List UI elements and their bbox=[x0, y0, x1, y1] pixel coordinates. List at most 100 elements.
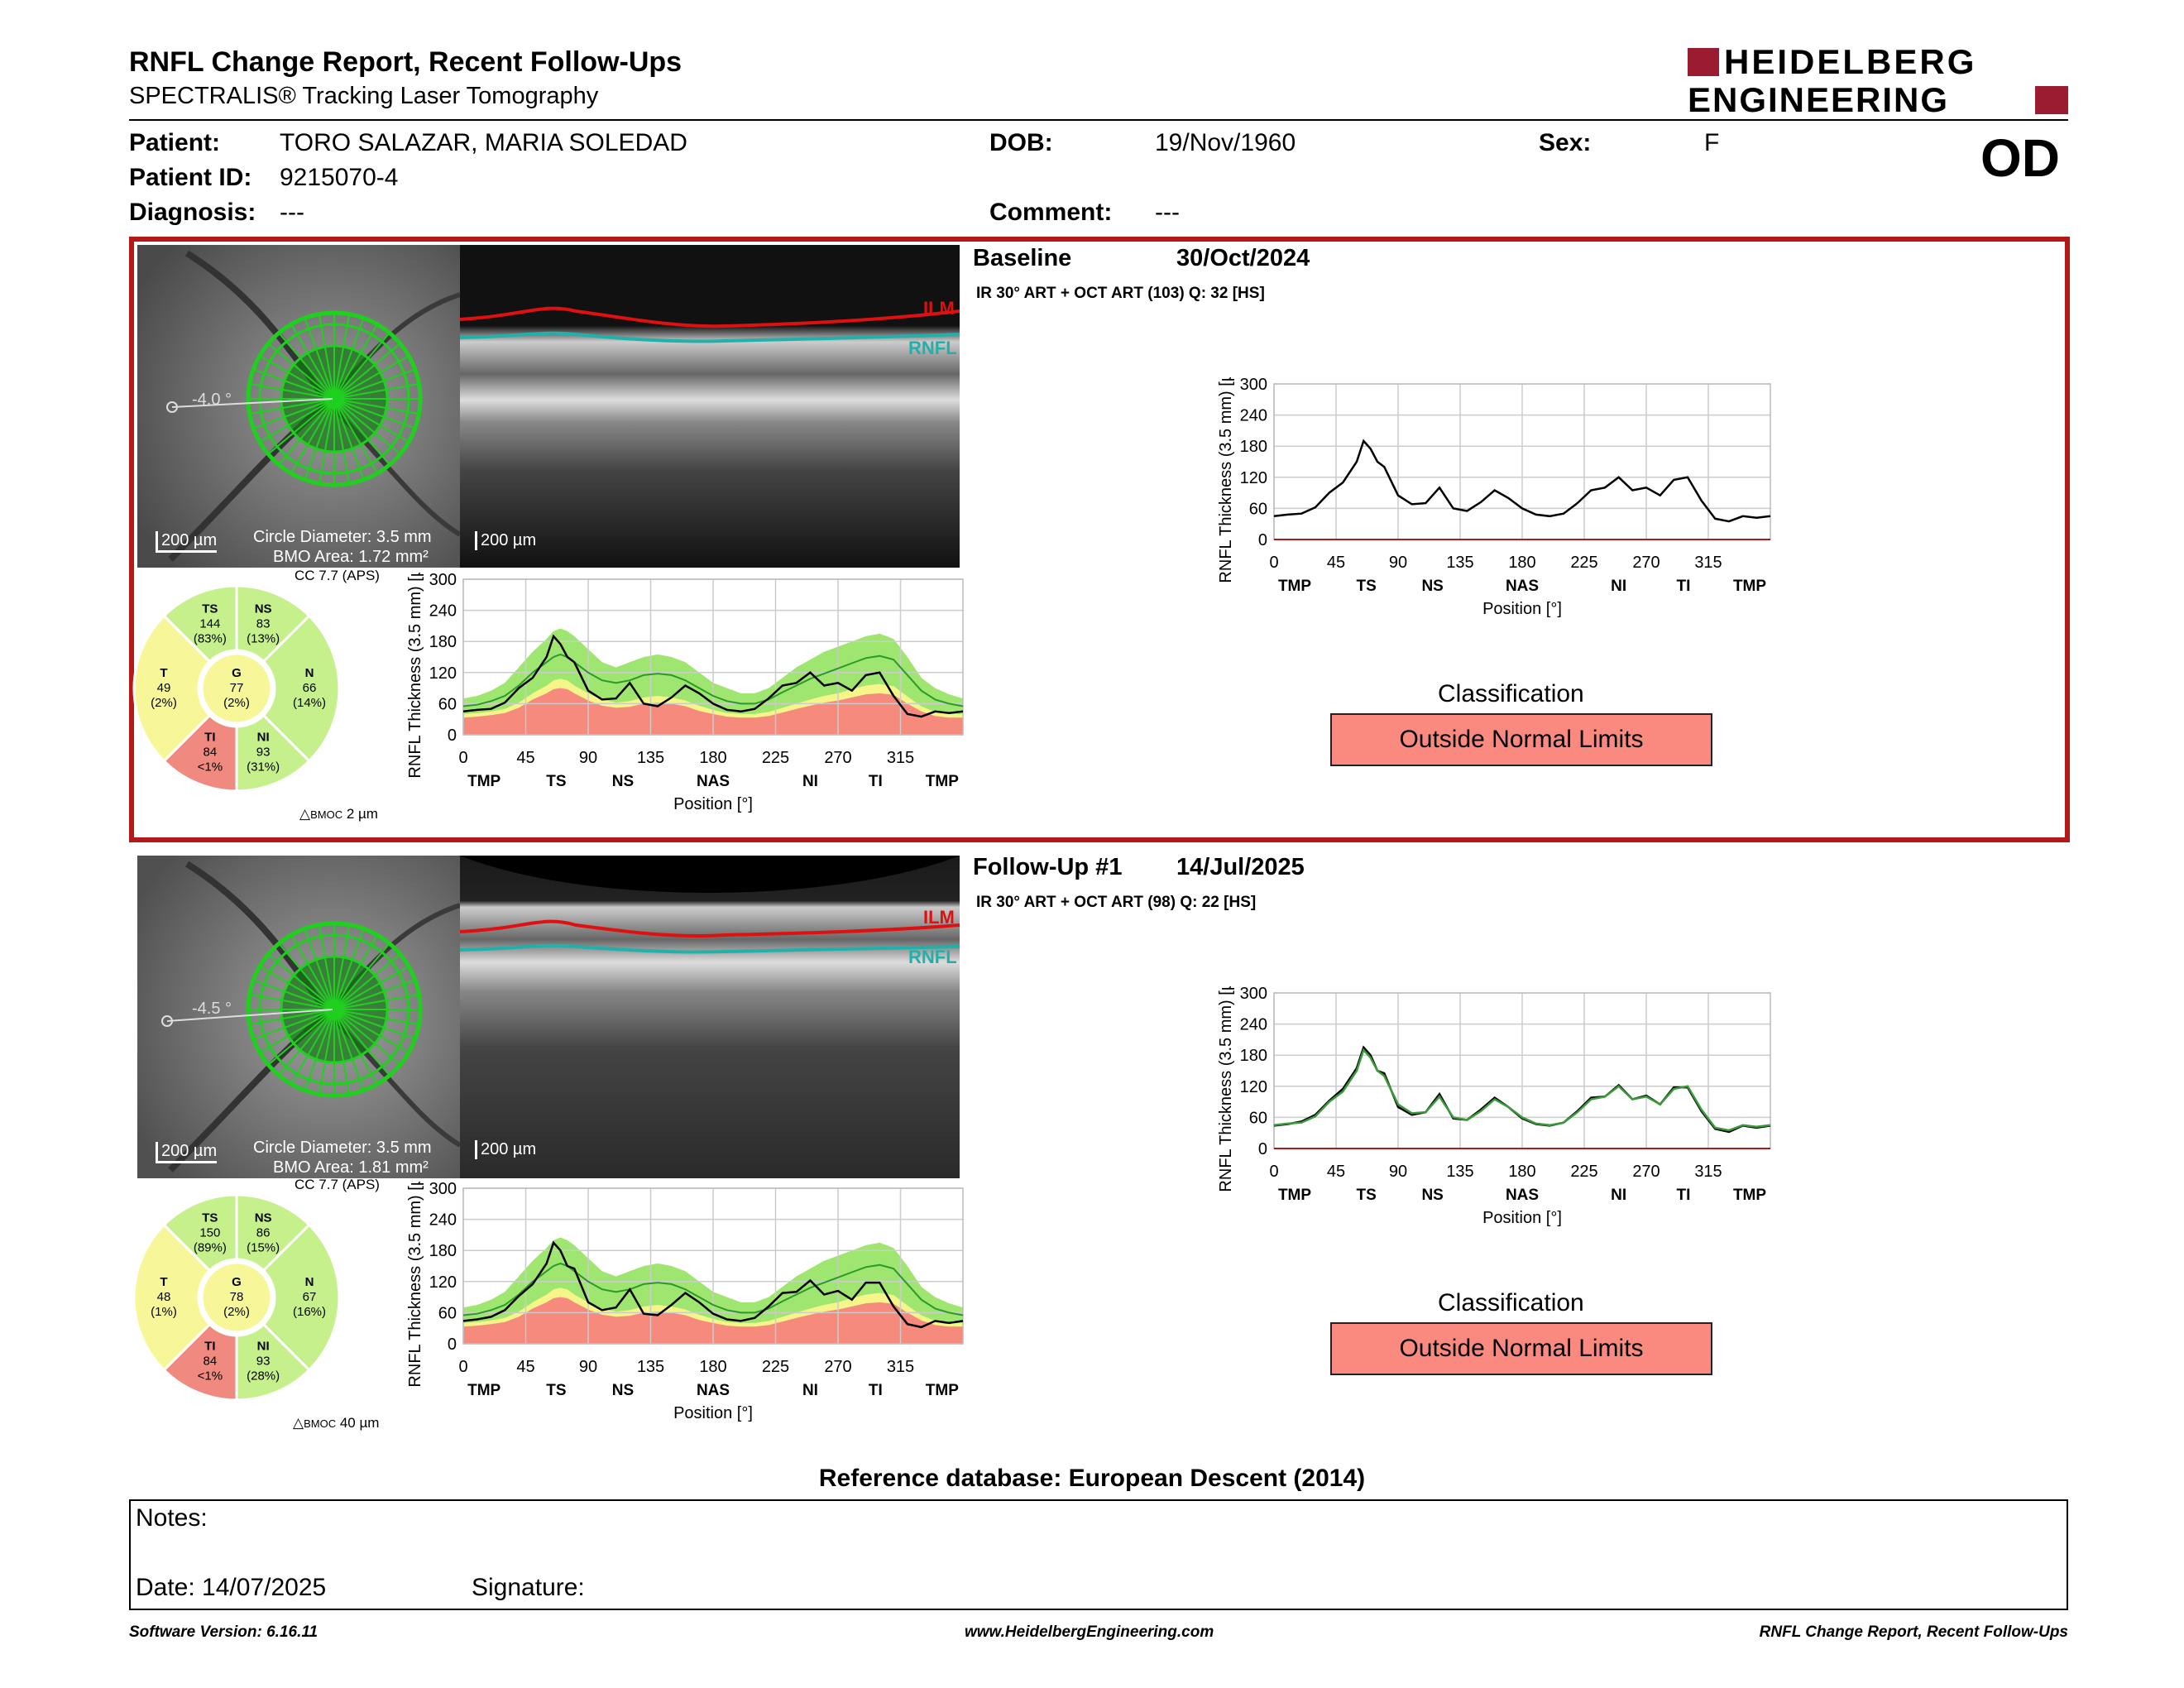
scan-spoke bbox=[267, 343, 335, 400]
scan-spoke bbox=[333, 1009, 416, 1040]
sector-t bbox=[132, 614, 212, 763]
scan-spoke bbox=[304, 398, 335, 481]
followup-circle-diameter: Circle Diameter: 3.5 mm bbox=[253, 1139, 432, 1157]
scan-spoke bbox=[333, 398, 390, 466]
sector-value: 93 bbox=[256, 1355, 271, 1369]
rnfl-thickness-line bbox=[462, 1240, 964, 1329]
sector-tick-label: TS bbox=[546, 773, 566, 790]
scan-spoke bbox=[333, 1009, 378, 1085]
notes-box[interactable]: Notes: Date: 14/07/2025 Signature: bbox=[129, 1499, 2068, 1610]
followup-fundus-image[interactable] bbox=[137, 856, 460, 1178]
sector-percent: (28%) bbox=[247, 1369, 280, 1383]
followup-angle: -4.5 ° bbox=[192, 1000, 232, 1018]
followup-oct-bscan[interactable] bbox=[460, 856, 960, 1178]
x-tick-label: 315 bbox=[1694, 1163, 1722, 1181]
scan-spoke bbox=[304, 317, 335, 400]
baseline-oct-bscan[interactable] bbox=[460, 245, 960, 568]
sector-tick-label: NAS bbox=[697, 773, 730, 790]
sector-label: T bbox=[160, 1275, 167, 1289]
x-tick-label: 90 bbox=[1389, 554, 1407, 572]
x-tick-label: 225 bbox=[1570, 554, 1597, 572]
sector-tick-label: NAS bbox=[1506, 578, 1539, 595]
followup-classification-title: Classification bbox=[1438, 1289, 1584, 1316]
baseline-scan-info: IR 30° ART + OCT ART (103) Q: 32 [HS] bbox=[976, 285, 1265, 302]
y-axis-label: RNFL Thickness (3.5 mm) [µm] bbox=[1217, 986, 1235, 1192]
y-tick-label: 60 bbox=[438, 695, 457, 713]
baseline-ilm-label: ILM bbox=[923, 298, 955, 319]
sector-value: 67 bbox=[303, 1290, 317, 1304]
x-tick-label: 45 bbox=[516, 1358, 534, 1376]
sector-g bbox=[200, 652, 273, 725]
patient-id-label: Patient ID: bbox=[129, 164, 252, 191]
sector-label: N bbox=[305, 666, 314, 680]
x-axis-label: Position [°] bbox=[1482, 600, 1562, 618]
diagnosis-label: Diagnosis: bbox=[129, 199, 256, 226]
scan-spoke bbox=[249, 382, 335, 400]
scan-spoke bbox=[252, 1009, 335, 1040]
delta-bmoc-label: BMOC bbox=[304, 1417, 337, 1430]
y-tick-label: 120 bbox=[429, 664, 457, 683]
sector-percent: (2%) bbox=[151, 696, 177, 710]
x-tick-label: 0 bbox=[1269, 1163, 1278, 1181]
sector-tick-label: TS bbox=[1357, 578, 1377, 595]
x-axis-label: Position [°] bbox=[673, 795, 753, 813]
sector-percent: (83%) bbox=[194, 631, 227, 645]
baseline-fundus-scale: 200 µm bbox=[156, 531, 218, 553]
sector-tick-label: TI bbox=[1677, 578, 1691, 595]
date-label: Date: 14/07/2025 bbox=[136, 1574, 327, 1601]
scan-spoke bbox=[259, 1009, 335, 1053]
y-tick-label: 240 bbox=[1240, 1016, 1267, 1034]
sector-tick-label: TI bbox=[1677, 1187, 1691, 1204]
y-tick-label: 60 bbox=[438, 1304, 457, 1322]
sector-tick-label: TMP bbox=[1733, 578, 1766, 595]
scan-spoke bbox=[333, 332, 390, 400]
followup-oct-scale: 200 µm bbox=[475, 1140, 536, 1159]
sector-percent: (13%) bbox=[247, 631, 280, 645]
dob-label: DOB: bbox=[989, 129, 1053, 156]
sector-tick-label: TMP bbox=[1278, 1187, 1311, 1204]
footer-website[interactable]: www.HeidelbergEngineering.com bbox=[965, 1623, 1214, 1641]
x-axis-label: Position [°] bbox=[1482, 1209, 1562, 1227]
rnfl-thickness-line bbox=[462, 634, 964, 718]
scan-spoke bbox=[333, 398, 378, 474]
scan-spoke bbox=[252, 368, 335, 400]
followup-bmo-area: BMO Area: 1.81 mm² bbox=[273, 1158, 429, 1177]
scan-spoke bbox=[333, 355, 410, 400]
company-logo: HEIDELBERG ENGINEERING bbox=[1688, 45, 2068, 117]
baseline-normative-chart: 0 60 120 180 240 300 0 45 90 135 180 225 270 315 TMP TS… bbox=[406, 573, 964, 813]
sector-label: TI bbox=[204, 731, 215, 745]
sector-ts bbox=[162, 1193, 238, 1273]
scan-spoke bbox=[333, 1009, 351, 1095]
baseline-bmo-area: BMO Area: 1.72 mm² bbox=[273, 548, 429, 566]
scan-spoke bbox=[278, 1009, 335, 1077]
y-tick-label: 180 bbox=[429, 633, 457, 651]
sector-percent: (16%) bbox=[293, 1305, 326, 1319]
logo-line1: HEIDELBERG bbox=[1724, 42, 1977, 81]
baseline-classification-title: Classification bbox=[1438, 680, 1584, 707]
scan-spoke bbox=[333, 398, 410, 443]
scan-spoke bbox=[304, 928, 335, 1010]
x-tick-label: 315 bbox=[1694, 554, 1722, 572]
footer-report-name: RNFL Change Report, Recent Follow-Ups bbox=[1759, 1623, 2068, 1641]
sector-percent: (15%) bbox=[247, 1240, 280, 1254]
y-tick-label: 180 bbox=[429, 1242, 457, 1260]
sector-value: 144 bbox=[199, 616, 220, 631]
baseline-fundus-image[interactable] bbox=[137, 245, 460, 568]
sector-percent: <1% bbox=[198, 760, 223, 774]
sector-label: NS bbox=[255, 602, 272, 616]
followup-cc: CC 7.7 (APS) bbox=[295, 1177, 380, 1192]
scan-spoke bbox=[290, 934, 335, 1010]
sector-value: 84 bbox=[204, 746, 218, 760]
delta-bmoc-value: 40 µm bbox=[339, 1415, 380, 1431]
sector-value: 77 bbox=[230, 681, 244, 695]
sector-value: 83 bbox=[256, 616, 271, 631]
scan-spoke bbox=[267, 398, 335, 455]
scan-spoke bbox=[333, 317, 365, 400]
sector-tick-label: NS bbox=[1421, 1187, 1443, 1204]
scan-spoke bbox=[333, 398, 416, 429]
y-tick-label: 240 bbox=[1240, 407, 1267, 425]
scan-spoke bbox=[304, 1009, 335, 1091]
baseline-trend-chart: 0 60 120 180 240 300 0 45 90 135 180 225 270 315 TMP TS… bbox=[1217, 377, 1771, 618]
sector-percent: (31%) bbox=[247, 760, 280, 774]
